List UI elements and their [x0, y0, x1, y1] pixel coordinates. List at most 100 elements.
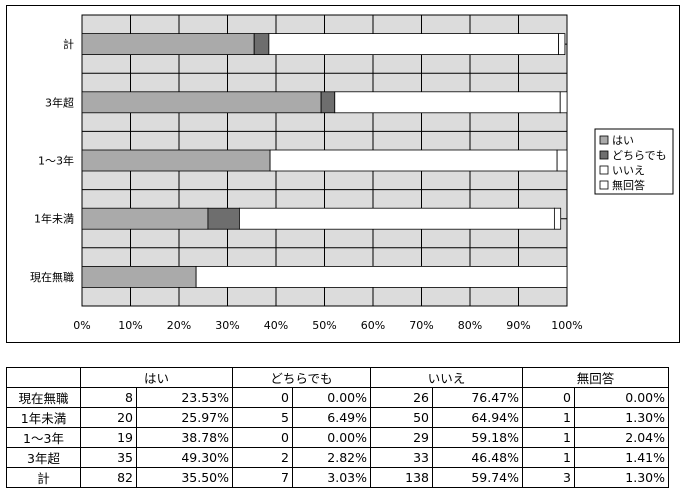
x-tick-label: 40%	[264, 319, 288, 332]
table-cell-count: 20	[80, 407, 137, 428]
table-cell-percent: 46.48%	[432, 447, 523, 468]
header-no-answer: 無回答	[522, 367, 669, 388]
bar-segment	[207, 207, 240, 230]
table-cell-count: 82	[80, 467, 137, 488]
table-cell-count: 0	[232, 427, 293, 448]
table-cell-count: 1	[522, 427, 575, 448]
table-cell-percent: 64.94%	[432, 407, 523, 428]
legend-swatch	[599, 180, 609, 190]
table-cell-percent: 2.04%	[574, 427, 669, 448]
x-tick-label: 50%	[312, 319, 336, 332]
table-cell-percent: 2.82%	[292, 447, 371, 468]
legend-label: 無回答	[612, 178, 645, 192]
x-tick-label: 90%	[506, 319, 530, 332]
table-cell-percent: 35.50%	[136, 467, 233, 488]
table-cell-percent: 1.41%	[574, 447, 669, 468]
category-label: 3年超	[45, 95, 74, 109]
x-tick-label: 30%	[215, 319, 239, 332]
table-cell-count: 50	[370, 407, 433, 428]
table-row-label: 現在無職	[6, 387, 81, 408]
table-corner	[6, 367, 81, 388]
table-cell-count: 5	[232, 407, 293, 428]
bar-segment	[559, 91, 568, 114]
x-tick-label: 20%	[167, 319, 191, 332]
table-row: 現在無職 8 23.53% 0 0.00% 26 76.47% 0 0.00%	[6, 387, 669, 408]
table-row: 計 82 35.50% 7 3.03% 138 59.74% 3 1.30%	[6, 467, 669, 488]
table-cell-percent: 59.74%	[432, 467, 523, 488]
table-cell-count: 19	[80, 427, 137, 448]
table-cell-count: 29	[370, 427, 433, 448]
bar-segment	[239, 207, 555, 230]
chart-frame: 計 3年超 1～3年 1年未満現在無職 0% 10% 20% 30% 40% 50% 60% 70% 8…	[6, 5, 680, 343]
bar-segment	[81, 149, 271, 172]
category-label: 1～3年	[38, 154, 74, 168]
table-cell-count: 2	[232, 447, 293, 468]
table-row: 3年超 35 49.30% 2 2.82% 33 46.48% 1 1.41%	[6, 447, 669, 468]
x-tick-label: 10%	[118, 319, 142, 332]
bar-segment	[81, 91, 322, 114]
table-cell-count: 7	[232, 467, 293, 488]
table-cell-percent: 25.97%	[136, 407, 233, 428]
x-tick-label: 60%	[361, 319, 385, 332]
table-row: 1～3年 19 38.78% 0 0.00% 29 59.18% 1 2.04%	[6, 427, 669, 448]
data-table: はい どちらでも いいえ 無回答 現在無職 8 23.53% 0 0.00% 26 76.4…	[6, 367, 669, 488]
table-cell-percent: 0.00%	[292, 387, 371, 408]
x-tick-label: 0%	[73, 319, 90, 332]
table-cell-percent: 1.30%	[574, 407, 669, 428]
bar-segment	[320, 91, 336, 114]
bar-segment	[195, 265, 568, 288]
bar-segment	[269, 149, 558, 172]
table-cell-percent: 49.30%	[136, 447, 233, 468]
category-label: 現在無職	[30, 270, 74, 284]
table-cell-percent: 23.53%	[136, 387, 233, 408]
legend-swatch	[599, 150, 609, 160]
header-no: いいえ	[370, 367, 523, 388]
bar-segment	[81, 207, 209, 230]
table-cell-count: 0	[522, 387, 575, 408]
legend-label: いいえ	[612, 164, 645, 177]
table-cell-percent: 0.00%	[292, 427, 371, 448]
x-tick-label: 80%	[458, 319, 482, 332]
header-yes: はい	[80, 367, 233, 388]
table-cell-percent: 76.47%	[432, 387, 523, 408]
bar-segment	[268, 33, 560, 56]
table-cell-percent: 6.49%	[292, 407, 371, 428]
table-cell-count: 8	[80, 387, 137, 408]
table-cell-percent: 1.30%	[574, 467, 669, 488]
table-cell-percent: 38.78%	[136, 427, 233, 448]
table-cell-percent: 0.00%	[574, 387, 669, 408]
table-cell-count: 33	[370, 447, 433, 468]
legend-swatch	[599, 135, 609, 145]
table-row-label: 1～3年	[6, 427, 81, 448]
legend-swatch	[599, 165, 609, 175]
bar-segment	[556, 149, 568, 172]
bar-segment	[81, 265, 197, 288]
bar-segment	[558, 33, 566, 56]
x-tick-label: 70%	[409, 319, 433, 332]
legend-label: はい	[612, 134, 634, 147]
table-row-label: 3年超	[6, 447, 81, 468]
table-cell-count: 1	[522, 447, 575, 468]
bar-segment	[81, 33, 255, 56]
table-cell-percent: 3.03%	[292, 467, 371, 488]
header-either: どちらでも	[232, 367, 371, 388]
table-row-label: 1年未満	[6, 407, 81, 428]
category-label: 計	[63, 37, 74, 51]
table-header-row: はい どちらでも いいえ 無回答	[6, 367, 669, 388]
table-cell-count: 1	[522, 407, 575, 428]
table-cell-count: 35	[80, 447, 137, 468]
table-row: 1年未満 20 25.97% 5 6.49% 50 64.94% 1 1.30%	[6, 407, 669, 428]
bar-segment	[553, 207, 562, 230]
table-row-label: 計	[6, 467, 81, 488]
x-tick-label: 100%	[551, 319, 582, 332]
legend-label: どちらでも	[612, 149, 667, 162]
table-cell-count: 0	[232, 387, 293, 408]
table-cell-percent: 59.18%	[432, 427, 523, 448]
category-label: 1年未満	[34, 212, 74, 226]
table-cell-count: 138	[370, 467, 433, 488]
bar-segment	[253, 33, 270, 56]
table-cell-count: 26	[370, 387, 433, 408]
bar-segment	[334, 91, 561, 114]
table-cell-count: 3	[522, 467, 575, 488]
